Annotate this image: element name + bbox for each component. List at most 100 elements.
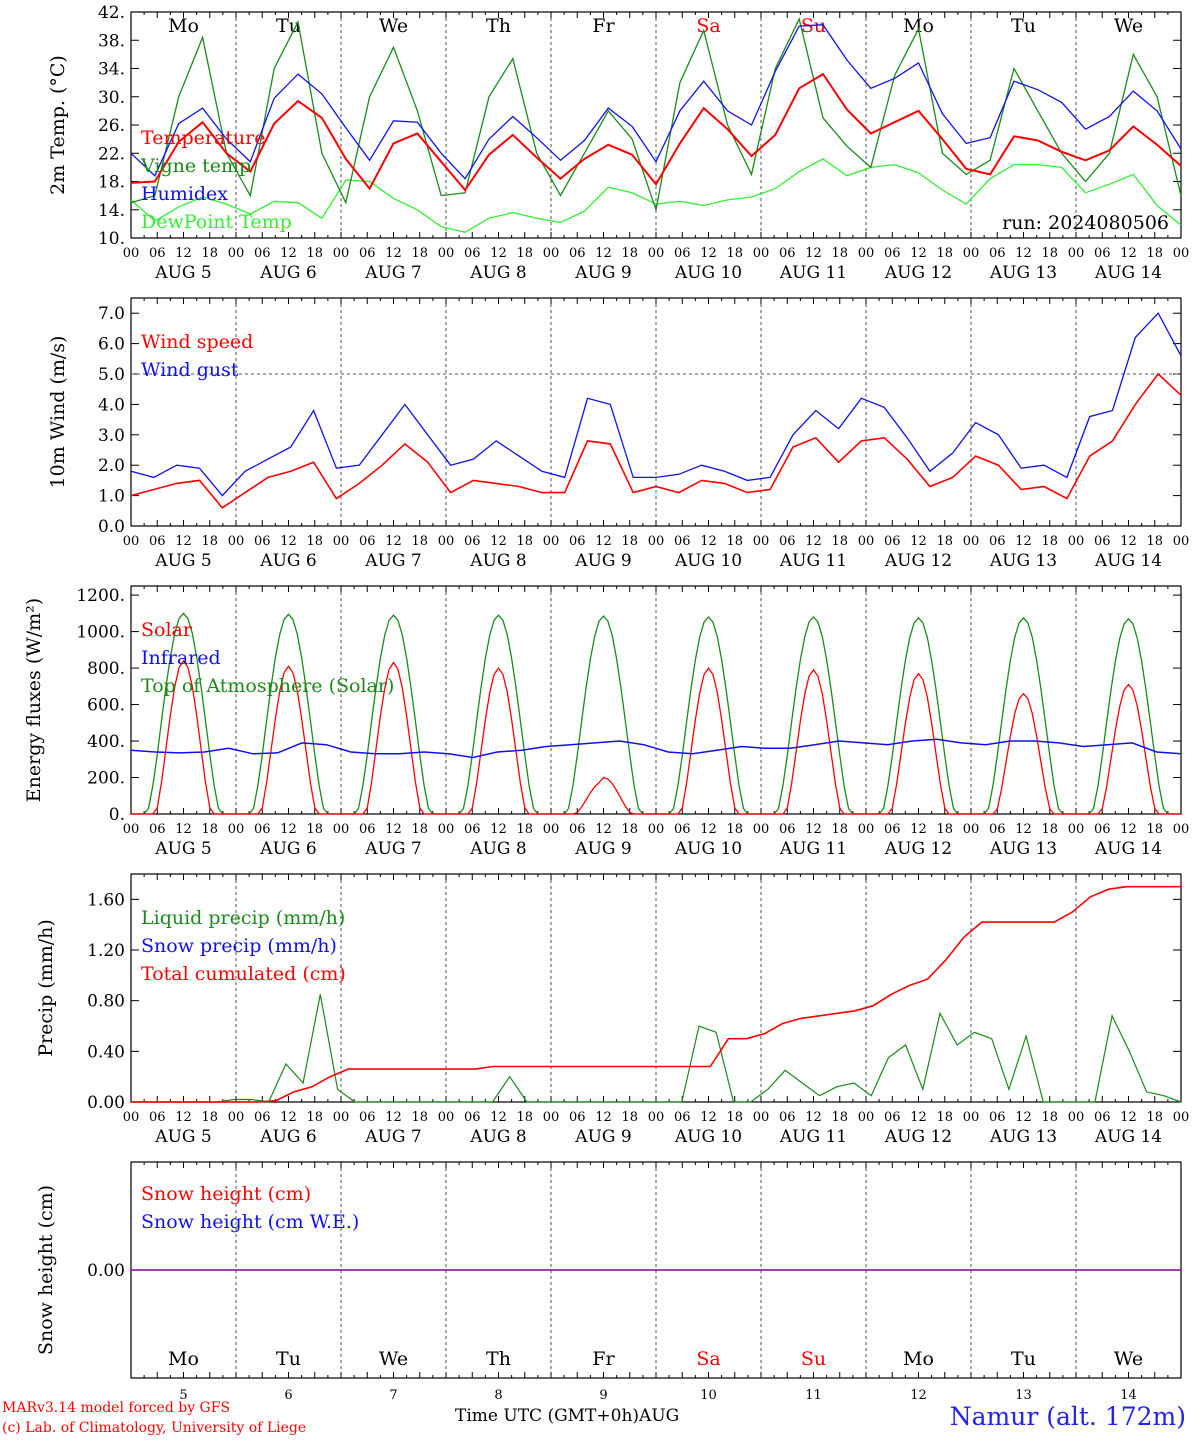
weekday-label: We bbox=[1114, 15, 1143, 37]
hour-tick-label: 18 bbox=[411, 822, 428, 837]
date-label: AUG 13 bbox=[989, 839, 1057, 859]
hour-tick-label: 06 bbox=[884, 246, 901, 261]
series-wind-gust bbox=[130, 312, 1182, 497]
hour-tick-label: 06 bbox=[149, 534, 166, 549]
hour-tick-label: 06 bbox=[254, 246, 271, 261]
hour-tick-label: 12 bbox=[1120, 246, 1137, 261]
hour-tick-label: 18 bbox=[936, 534, 953, 549]
hour-tick-label: 18 bbox=[201, 822, 218, 837]
hour-tick-label: 18 bbox=[1146, 246, 1163, 261]
hour-tick-label: 12 bbox=[910, 1110, 927, 1125]
weekday-label: Mo bbox=[168, 15, 199, 37]
weekday-label: Mo bbox=[903, 1348, 934, 1370]
hour-tick-label: 18 bbox=[621, 1110, 638, 1125]
hour-tick-label: 12 bbox=[595, 534, 612, 549]
hour-tick-label: 18 bbox=[1146, 822, 1163, 837]
date-label: AUG 12 bbox=[884, 839, 952, 859]
y-tick-label: 0.00 bbox=[87, 1093, 125, 1113]
weekday-label: Sa bbox=[696, 1348, 720, 1370]
hour-tick-label: 06 bbox=[359, 1110, 376, 1125]
day-number: 11 bbox=[805, 1388, 822, 1400]
hour-tick-label: 18 bbox=[306, 822, 323, 837]
hour-tick-label: 18 bbox=[726, 1110, 743, 1125]
hour-tick-label: 00 bbox=[438, 534, 455, 549]
date-label: AUG 6 bbox=[259, 551, 316, 571]
hour-tick-label: 06 bbox=[464, 534, 481, 549]
date-label: AUG 10 bbox=[674, 551, 742, 571]
hour-tick-label: 00 bbox=[228, 1110, 245, 1125]
hour-tick-label: 00 bbox=[543, 534, 560, 549]
hour-tick-label: 00 bbox=[333, 246, 350, 261]
weekday-label: We bbox=[379, 1348, 408, 1370]
hour-tick-label: 12 bbox=[280, 246, 297, 261]
meteogram-chart: 10. 14. 18. 22. 26. 30. 34. 38. 42. Mo Tu We Th Fr Sa S… bbox=[23, 3, 1190, 1400]
weekday-label: Tu bbox=[276, 1348, 301, 1370]
hour-tick-label: 00 bbox=[333, 1110, 350, 1125]
hour-tick-label: 06 bbox=[989, 246, 1006, 261]
hour-tick-label: 18 bbox=[1041, 246, 1058, 261]
hour-tick-label: 06 bbox=[149, 822, 166, 837]
y-tick-label: 0.00 bbox=[87, 1261, 125, 1281]
day-number: 9 bbox=[599, 1388, 607, 1400]
hour-tick-label: 00 bbox=[1173, 1110, 1190, 1125]
date-label: AUG 8 bbox=[469, 263, 526, 283]
hour-tick-label: 06 bbox=[1094, 1110, 1111, 1125]
legend-precip-1: Liquid precip (mm/h) bbox=[141, 907, 345, 929]
hour-tick-label: 06 bbox=[989, 1110, 1006, 1125]
date-label: AUG 7 bbox=[364, 551, 421, 571]
hour-tick-label: 12 bbox=[1015, 246, 1032, 261]
hour-tick-label: 00 bbox=[858, 246, 875, 261]
hour-tick-label: 00 bbox=[123, 1110, 140, 1125]
hour-tick-label: 00 bbox=[1068, 534, 1085, 549]
date-label: AUG 7 bbox=[364, 1127, 421, 1147]
hour-tick-label: 00 bbox=[963, 246, 980, 261]
hour-tick-label: 00 bbox=[753, 534, 770, 549]
y-axis-label: 2m Temp. (°C) bbox=[47, 55, 69, 195]
hour-tick-label: 06 bbox=[779, 246, 796, 261]
hour-tick-label: 06 bbox=[254, 822, 271, 837]
hour-tick-label: 06 bbox=[884, 534, 901, 549]
y-tick-label: 18. bbox=[98, 173, 125, 193]
date-label: AUG 8 bbox=[469, 1127, 526, 1147]
hour-tick-label: 12 bbox=[805, 534, 822, 549]
y-tick-label: 5.0 bbox=[98, 365, 125, 385]
hour-tick-label: 18 bbox=[411, 246, 428, 261]
hour-tick-label: 12 bbox=[280, 822, 297, 837]
series-wind-speed bbox=[130, 372, 1182, 509]
y-axis-label: Precip (mm/h) bbox=[35, 919, 57, 1057]
hour-tick-label: 00 bbox=[648, 822, 665, 837]
date-label: AUG 11 bbox=[779, 1127, 847, 1147]
legend-energy-2: Infrared bbox=[141, 647, 221, 669]
legend-wind-2: Wind gust bbox=[141, 359, 239, 381]
hour-tick-label: 00 bbox=[123, 822, 140, 837]
hour-tick-label: 18 bbox=[621, 246, 638, 261]
hour-tick-label: 12 bbox=[595, 822, 612, 837]
series-liquid-precip bbox=[131, 994, 1182, 1103]
hour-tick-label: 06 bbox=[989, 822, 1006, 837]
hour-tick-label: 06 bbox=[464, 822, 481, 837]
hour-tick-label: 18 bbox=[831, 534, 848, 549]
date-label: AUG 11 bbox=[779, 839, 847, 859]
hour-tick-label: 18 bbox=[516, 246, 533, 261]
series-temperature bbox=[130, 72, 1182, 192]
weekday-label: Fr bbox=[592, 15, 615, 37]
hour-tick-label: 00 bbox=[648, 246, 665, 261]
hour-tick-label: 06 bbox=[149, 246, 166, 261]
legend-precip-2: Snow precip (mm/h) bbox=[141, 935, 337, 957]
series-total-cumulated bbox=[131, 885, 1181, 1103]
date-label: AUG 13 bbox=[989, 263, 1057, 283]
weekday-label: Fr bbox=[592, 1348, 615, 1370]
date-label: AUG 14 bbox=[1094, 839, 1162, 859]
hour-tick-label: 06 bbox=[779, 1110, 796, 1125]
hour-tick-label: 06 bbox=[674, 822, 691, 837]
legend-energy-1: Solar bbox=[141, 619, 193, 641]
hour-tick-label: 12 bbox=[910, 822, 927, 837]
hour-tick-label: 06 bbox=[779, 822, 796, 837]
date-label: AUG 6 bbox=[259, 839, 316, 859]
hour-tick-label: 18 bbox=[306, 534, 323, 549]
y-axis-label: 10m Wind (m/s) bbox=[47, 336, 69, 489]
hour-tick-label: 12 bbox=[805, 246, 822, 261]
date-label: AUG 7 bbox=[364, 263, 421, 283]
weekday-label: Tu bbox=[1011, 1348, 1036, 1370]
date-label: AUG 11 bbox=[779, 551, 847, 571]
